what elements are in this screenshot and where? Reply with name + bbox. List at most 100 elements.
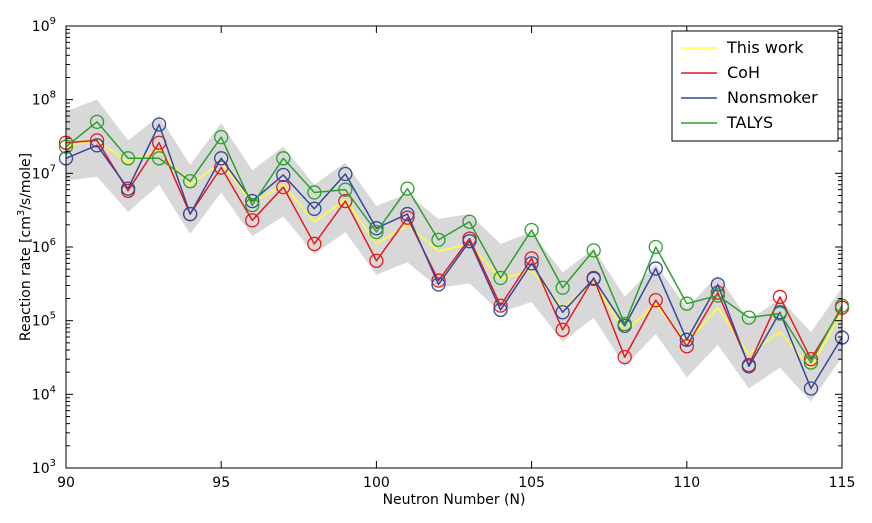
data-point-coh — [803, 352, 819, 367]
data-point-nonsmoker — [183, 206, 198, 222]
data-point-talys — [431, 232, 446, 248]
data-point-nonsmoker — [89, 138, 105, 153]
uncertainty-band-layer — [66, 99, 842, 402]
data-point-nonsmoker — [462, 234, 477, 249]
data-point-talys — [772, 306, 788, 321]
y-tick-base: 10 — [32, 314, 50, 330]
data-point-talys — [276, 151, 291, 166]
y-tick-exponent: 7 — [50, 163, 56, 174]
x-tick-label: 95 — [212, 475, 230, 491]
y-tick-exponent: 9 — [50, 16, 56, 27]
x-tick-label: 100 — [363, 475, 390, 491]
y-tick-base: 10 — [32, 387, 50, 403]
data-point-nonsmoker — [741, 359, 757, 374]
data-point-nonsmoker — [803, 381, 819, 396]
uncertainty-band — [66, 99, 842, 402]
y-tick-label: 103 — [32, 458, 56, 477]
data-point-nonsmoker — [307, 201, 322, 216]
data-point-coh — [555, 322, 570, 338]
legend-label-this-work: This work — [726, 38, 804, 57]
y-tick-label: 108 — [32, 90, 56, 109]
y-tick-exponent: 5 — [50, 311, 56, 322]
series-line-nonsmoker — [65, 123, 843, 390]
y-axis-label-sup: 3 — [16, 210, 27, 216]
data-point-talys — [586, 243, 601, 258]
data-point-coh — [617, 349, 632, 365]
series-this-work — [65, 139, 843, 369]
data-point-talys — [183, 174, 198, 189]
y-tick-exponent: 8 — [50, 90, 56, 101]
data-point-coh — [338, 193, 353, 209]
data-point-nonsmoker — [151, 117, 167, 132]
y-tick-exponent: 3 — [50, 458, 56, 469]
data-point-talys — [369, 224, 384, 240]
y-tick-base: 10 — [32, 19, 50, 35]
data-point-talys — [493, 270, 508, 286]
data-point-talys — [555, 280, 570, 295]
y-tick-base: 10 — [32, 93, 50, 109]
data-point-nonsmoker — [431, 277, 446, 292]
data-point-nonsmoker — [524, 256, 539, 271]
x-tick-label: 105 — [518, 475, 545, 491]
data-point-coh — [431, 273, 446, 288]
data-point-talys — [245, 197, 260, 213]
legend-label-talys: TALYS — [726, 113, 773, 132]
data-point-nonsmoker — [648, 261, 663, 276]
data-point-coh — [245, 213, 260, 228]
y-tick-base: 10 — [32, 461, 50, 477]
data-point-nonsmoker — [555, 305, 570, 320]
y-tick-label: 104 — [32, 384, 56, 403]
data-point-coh — [369, 253, 384, 268]
data-point-talys — [524, 222, 539, 238]
data-point-nonsmoker — [679, 332, 694, 347]
x-tick-label: 115 — [829, 475, 856, 491]
data-point-coh — [276, 179, 291, 195]
data-point-talys — [400, 181, 415, 196]
data-point-nonsmoker — [338, 166, 353, 182]
data-point-talys — [338, 182, 353, 197]
data-point-nonsmoker — [120, 181, 136, 196]
data-point-nonsmoker — [400, 206, 415, 222]
data-point-talys — [803, 355, 819, 370]
x-tick-label: 90 — [57, 475, 75, 491]
data-point-nonsmoker — [710, 277, 725, 292]
data-point-coh — [89, 133, 105, 148]
y-axis-label: Reaction rate [cm3/s/mole] — [16, 153, 34, 341]
y-tick-label: 105 — [32, 311, 56, 330]
data-point-talys — [679, 296, 694, 311]
data-point-coh — [524, 251, 539, 266]
data-point-talys — [214, 129, 229, 145]
y-tick-base: 10 — [32, 240, 50, 256]
y-tick-label: 106 — [32, 237, 56, 256]
data-point-coh — [307, 236, 322, 252]
data-point-talys — [89, 114, 105, 129]
legend: This work CoH Nonsmoker TALYS — [671, 30, 839, 142]
series-nonsmoker — [58, 117, 850, 396]
series-line-this-work — [65, 139, 843, 369]
data-point-talys — [648, 239, 663, 255]
y-tick-exponent: 6 — [50, 237, 56, 248]
data-point-nonsmoker — [276, 167, 291, 183]
series-talys — [58, 114, 850, 370]
data-point-coh — [772, 289, 788, 305]
series-line-talys — [65, 121, 843, 364]
legend-label-nonsmoker: Nonsmoker — [727, 88, 818, 107]
data-point-nonsmoker — [493, 302, 508, 318]
data-point-nonsmoker — [369, 221, 384, 236]
x-axis-label: Neutron Number (N) — [383, 492, 526, 508]
data-point-coh — [493, 298, 508, 313]
y-tick-label: 109 — [32, 16, 56, 35]
y-tick-exponent: 4 — [50, 384, 56, 395]
data-point-nonsmoker — [214, 151, 229, 166]
data-point-talys — [617, 316, 632, 332]
y-axis-label-main: Reaction rate [cm — [18, 216, 34, 341]
series-layer — [58, 114, 850, 396]
x-tick-label: 110 — [673, 475, 700, 491]
data-point-talys — [462, 214, 477, 229]
data-point-talys — [307, 185, 322, 200]
data-point-talys — [151, 151, 167, 166]
data-point-coh — [648, 292, 663, 308]
data-point-talys — [741, 310, 757, 325]
